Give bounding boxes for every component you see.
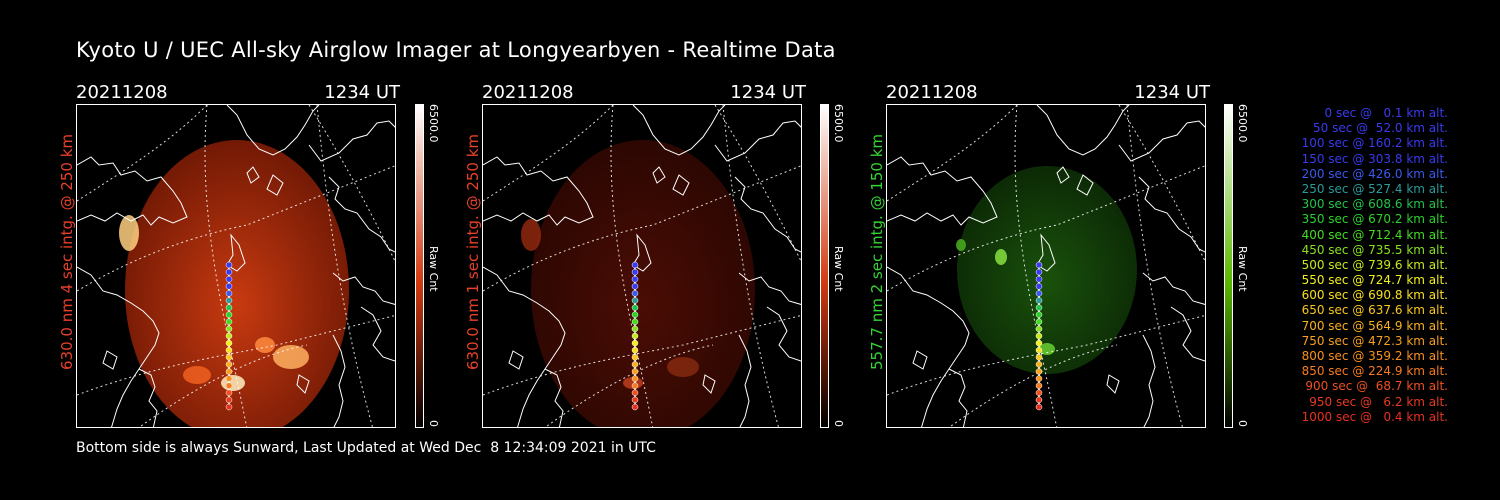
panel-3-colorbar <box>1224 104 1233 428</box>
panel-1-image[interactable] <box>76 104 396 428</box>
panel-3-image[interactable] <box>886 104 1206 428</box>
legend-row: 800 sec @ 359.2 km alt. <box>1301 349 1448 363</box>
footer-note: Bottom side is always Sunward, Last Upda… <box>76 440 656 456</box>
panel-1-colorbar <box>415 104 424 428</box>
panel-2-colorbar <box>820 104 829 428</box>
altitude-legend: 0 sec @ 0.1 km alt. 50 sec @ 52.0 km alt.… <box>1258 106 1448 425</box>
legend-row: 350 sec @ 670.2 km alt. <box>1301 212 1448 227</box>
panel-2-map <box>483 105 801 427</box>
panel-3-cbar-unit: Raw Cnt <box>1236 246 1249 292</box>
panel-2-ylabel: 630.0 nm 1 sec intg. @ 250 km <box>464 133 482 370</box>
legend-row: 250 sec @ 527.4 km alt. <box>1301 181 1448 196</box>
legend-row: 450 sec @ 735.5 km alt. <box>1301 242 1448 257</box>
legend-row: 1000 sec @ 0.4 km alt. <box>1301 409 1448 424</box>
legend-row: 650 sec @ 637.6 km alt. <box>1301 303 1448 318</box>
panel-1-cbar-unit: Raw Cnt <box>427 246 440 292</box>
panel-2-image[interactable] <box>482 104 802 428</box>
panel-2-cbar-max: 6500.0 <box>832 104 845 143</box>
legend-row: 850 sec @ 224.9 km alt. <box>1301 364 1448 379</box>
panel-2-cbar-unit: Raw Cnt <box>832 246 845 292</box>
panel-2-time: 1234 UT <box>730 82 806 103</box>
panel-3-cbar-min: 0 <box>1236 420 1249 427</box>
panel-1-cbar-max: 6500.0 <box>427 104 440 143</box>
panel-1-cbar-min: 0 <box>427 420 440 427</box>
legend-row: 0 sec @ 0.1 km alt. <box>1324 106 1449 120</box>
panel-1-date: 20211208 <box>76 82 168 103</box>
legend-row: 200 sec @ 426.0 km alt. <box>1301 166 1448 181</box>
panel-1-time: 1234 UT <box>324 82 400 103</box>
panel-3-cbar-max: 6500.0 <box>1236 104 1249 143</box>
legend-row: 50 sec @ 52.0 km alt. <box>1313 121 1448 136</box>
panel-3-time: 1234 UT <box>1134 82 1210 103</box>
panel-3-date: 20211208 <box>886 82 978 103</box>
legend-row: 400 sec @ 712.4 km alt. <box>1301 227 1448 242</box>
legend-row: 550 sec @ 724.7 km alt. <box>1301 273 1448 288</box>
panel-1-ylabel: 630.0 nm 4 sec intg. @ 250 km <box>58 133 76 370</box>
panel-1-map <box>77 105 395 427</box>
legend-row: 100 sec @ 160.2 km alt. <box>1301 136 1448 151</box>
legend-row: 700 sec @ 564.9 km alt. <box>1301 318 1448 333</box>
legend-row: 500 sec @ 739.6 km alt. <box>1301 257 1448 272</box>
legend-row: 300 sec @ 608.6 km alt. <box>1301 197 1448 212</box>
legend-row: 950 sec @ 6.2 km alt. <box>1309 394 1448 409</box>
panel-2-date: 20211208 <box>482 82 574 103</box>
legend-row: 600 sec @ 690.8 km alt. <box>1301 288 1448 303</box>
legend-row: 900 sec @ 68.7 km alt. <box>1305 379 1448 394</box>
legend-row: 750 sec @ 472.3 km alt. <box>1301 333 1448 348</box>
panel-3-map <box>887 105 1205 427</box>
panel-3-ylabel: 557.7 nm 2 sec intg. @ 150 km <box>868 133 886 370</box>
page-title: Kyoto U / UEC All-sky Airglow Imager at … <box>76 38 836 62</box>
panel-2-cbar-min: 0 <box>832 420 845 427</box>
legend-row: 150 sec @ 303.8 km alt. <box>1301 151 1448 166</box>
